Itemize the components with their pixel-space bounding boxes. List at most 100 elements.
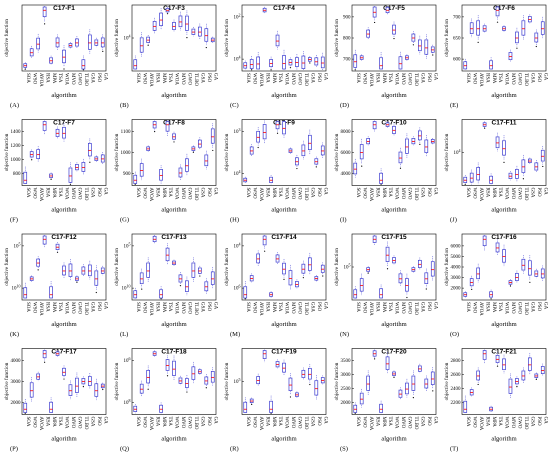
x-tick-label: WOA [64, 73, 69, 85]
y-tick-label: 2000 [341, 401, 352, 406]
box-pso [534, 32, 539, 43]
chart-title: C17-F10 [381, 120, 407, 127]
x-tick-label: AVOA [368, 302, 373, 316]
x-axis-label: algorithm [271, 321, 296, 328]
outlier-point [361, 165, 363, 167]
chart-title: C17-F5 [383, 5, 405, 12]
x-tick-label: RSA [44, 302, 49, 312]
outlier-point [393, 376, 395, 378]
x-tick-label: MPA [271, 73, 276, 84]
x-tick-label: RSA [484, 302, 489, 312]
x-tick-label: MPA [161, 417, 166, 428]
x-axis-label: algorithm [491, 92, 516, 99]
panel-label: (Q) [120, 446, 129, 453]
x-tick-label: GWO [297, 302, 302, 314]
y-tick-label: 2600 [451, 373, 462, 378]
y-tick-label: 900 [123, 172, 131, 177]
y-tick-label: 650 [453, 37, 461, 42]
box-rsa [152, 21, 157, 31]
x-tick-label: MPA [161, 188, 166, 199]
x-tick-label: TLBO [303, 302, 308, 315]
box-pso [424, 272, 429, 284]
panel-label: (S) [340, 446, 348, 453]
x-tick-label: GSA [200, 417, 205, 427]
chart-title: C17-F1 [53, 5, 75, 12]
x-tick-label: AVOA [148, 73, 153, 87]
chart-title: C17-F3 [163, 5, 185, 12]
x-tick-label: TLBO [193, 417, 198, 430]
x-tick-label: AVOA [148, 188, 153, 202]
x-tick-label: AVOA [478, 73, 483, 87]
panel-label: (G) [120, 217, 129, 224]
x-tick-label: WOA [394, 73, 399, 85]
outlier-point [69, 183, 72, 185]
box-mvo [178, 15, 183, 28]
box-mpa [379, 403, 383, 413]
y-tick-label: 2200 [451, 401, 462, 406]
y-axis-label: objective function [333, 248, 340, 286]
box-woa [392, 24, 396, 35]
outlier-point [322, 275, 324, 277]
box-woa [282, 121, 286, 135]
x-tick-label: GSA [530, 73, 535, 83]
x-tick-label: WSO [31, 188, 36, 200]
box-pso [424, 378, 429, 389]
x-tick-label: RSA [374, 73, 379, 83]
x-tick-label: TSA [277, 188, 282, 198]
outlier-point [179, 285, 182, 287]
x-tick-label: GWO [77, 417, 82, 429]
outlier-point [56, 251, 59, 253]
box-tlbo [191, 262, 196, 278]
x-tick-label: TLBO [83, 302, 88, 315]
box-mvo [288, 270, 293, 286]
outlier-point [529, 281, 531, 283]
outlier-point [37, 269, 39, 271]
x-tick-label: WSO [361, 73, 366, 85]
y-tick-label: 1200 [11, 144, 22, 149]
outlier-point [186, 37, 188, 39]
box-tlbo [301, 263, 306, 274]
y-axis-label: objective function [113, 362, 120, 400]
box-soa [353, 162, 358, 175]
chart-title: C17-F8 [163, 120, 185, 127]
x-tick-label: TLBO [193, 73, 198, 86]
x-tick-label: WSO [141, 188, 146, 200]
x-tick-label: GA [322, 73, 327, 81]
outlier-point [44, 23, 46, 25]
box-soa [133, 59, 138, 70]
outlier-point [367, 272, 369, 274]
x-tick-label: WSO [141, 73, 146, 85]
x-tick-label: PSO [426, 73, 431, 83]
x-tick-label: MVO [510, 73, 515, 85]
x-tick-label: MVO [70, 73, 75, 85]
panel-label: (J) [450, 217, 457, 224]
outlier-point [192, 151, 194, 153]
x-tick-label: SOA [465, 188, 470, 198]
y-axis-label: objective function [113, 248, 120, 286]
outlier-point [166, 13, 169, 15]
x-tick-label: WSO [251, 188, 256, 200]
box-pso [424, 139, 429, 153]
x-tick-label: GWO [77, 302, 82, 314]
x-tick-label: WOA [284, 188, 289, 200]
outlier-point [257, 146, 259, 149]
x-tick-label: GA [212, 417, 217, 425]
x-tick-label: GSA [90, 73, 95, 83]
x-tick-label: TLBO [83, 188, 88, 201]
box-avoa [256, 253, 260, 264]
outlier-point [199, 275, 201, 277]
x-tick-label: SOA [25, 188, 30, 198]
x-tick-label: PSO [96, 302, 101, 312]
outlier-point [386, 268, 389, 270]
box-rsa [482, 235, 487, 247]
box-pso [534, 162, 539, 171]
box-gsa [308, 134, 312, 151]
chart-title: C17-F14 [271, 234, 297, 241]
x-tick-label: TSA [277, 302, 282, 312]
chart-panel-c17-f15: C17-F15 objective function 105 SOA WSO AVOA RS… [333, 233, 437, 338]
x-axis-label: algorithm [271, 436, 296, 443]
box-woa [502, 140, 506, 156]
box-ga [430, 261, 435, 277]
